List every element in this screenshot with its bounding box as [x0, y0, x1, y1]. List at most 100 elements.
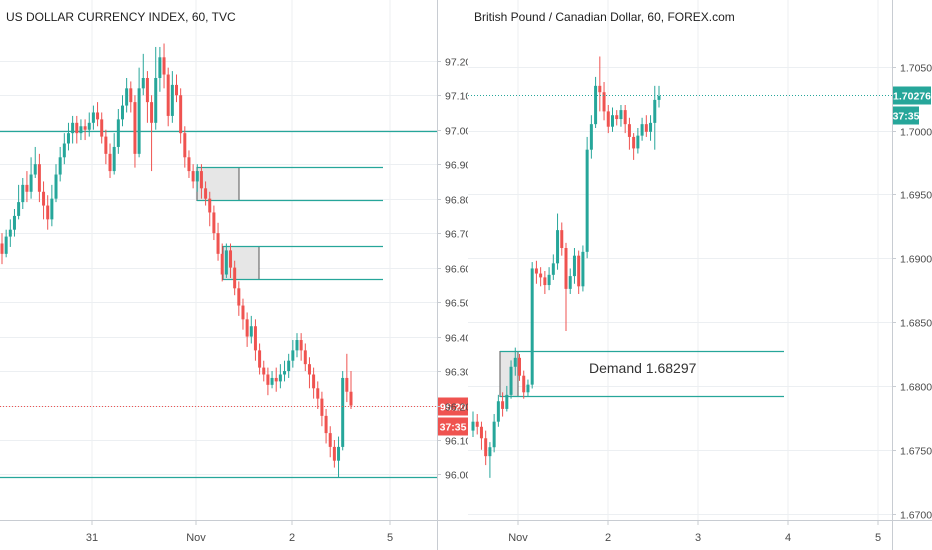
- candle[interactable]: [644, 115, 648, 137]
- candle[interactable]: [632, 133, 636, 160]
- candle[interactable]: [8, 219, 12, 247]
- candle[interactable]: [623, 105, 627, 134]
- candle[interactable]: [602, 82, 606, 121]
- candle[interactable]: [46, 195, 50, 230]
- candle[interactable]: [653, 85, 657, 150]
- candle[interactable]: [572, 248, 576, 284]
- candle[interactable]: [307, 357, 311, 389]
- candle[interactable]: [12, 209, 16, 237]
- candle[interactable]: [328, 426, 332, 458]
- candle[interactable]: [484, 430, 488, 466]
- candle[interactable]: [522, 370, 526, 399]
- candle[interactable]: [649, 115, 653, 141]
- candle[interactable]: [17, 184, 21, 220]
- candle[interactable]: [636, 127, 640, 154]
- candle[interactable]: [37, 153, 41, 203]
- candle[interactable]: [509, 360, 513, 399]
- candle[interactable]: [556, 213, 560, 270]
- candle[interactable]: [332, 440, 336, 468]
- candle[interactable]: [116, 109, 120, 154]
- candle[interactable]: [79, 119, 83, 141]
- candle[interactable]: [253, 319, 257, 361]
- candle[interactable]: [237, 281, 241, 316]
- candle[interactable]: [543, 271, 547, 294]
- candle[interactable]: [75, 115, 79, 144]
- candle[interactable]: [62, 133, 66, 165]
- zone-box[interactable]: [196, 167, 240, 201]
- candle[interactable]: [183, 126, 187, 168]
- zone-box[interactable]: [222, 246, 260, 280]
- candle[interactable]: [154, 46, 158, 130]
- candle[interactable]: [564, 242, 568, 332]
- candles[interactable]: [0, 43, 353, 478]
- candle[interactable]: [58, 146, 62, 182]
- candle[interactable]: [270, 371, 274, 389]
- candle[interactable]: [534, 260, 538, 284]
- candle[interactable]: [29, 157, 33, 199]
- candle[interactable]: [585, 136, 589, 259]
- candle[interactable]: [337, 436, 341, 478]
- candle[interactable]: [100, 112, 104, 144]
- candle[interactable]: [104, 129, 108, 165]
- candle[interactable]: [83, 119, 87, 141]
- candle[interactable]: [96, 102, 100, 127]
- candle[interactable]: [229, 243, 233, 278]
- candle[interactable]: [299, 333, 303, 361]
- candle[interactable]: [551, 254, 555, 280]
- candle[interactable]: [50, 184, 54, 227]
- candle[interactable]: [108, 143, 112, 178]
- candle[interactable]: [619, 105, 623, 127]
- candle[interactable]: [278, 364, 282, 389]
- candle[interactable]: [560, 222, 564, 256]
- candle[interactable]: [492, 414, 496, 453]
- candle[interactable]: [0, 233, 4, 265]
- candle[interactable]: [513, 347, 517, 376]
- candle[interactable]: [87, 112, 91, 137]
- candle[interactable]: [291, 340, 295, 368]
- candle[interactable]: [657, 85, 661, 108]
- candle[interactable]: [316, 381, 320, 409]
- candle[interactable]: [530, 262, 534, 389]
- gbpcad-chart-panel[interactable]: 1.70276 37:35 1.70500 1.70000 1.69500 1.6900…: [468, 0, 932, 550]
- candle[interactable]: [283, 360, 287, 382]
- candle[interactable]: [245, 312, 249, 347]
- candle[interactable]: [137, 67, 141, 158]
- candle[interactable]: [349, 371, 353, 409]
- candle[interactable]: [42, 181, 46, 220]
- candle[interactable]: [287, 353, 291, 378]
- candle[interactable]: [150, 95, 154, 172]
- candle[interactable]: [345, 353, 349, 403]
- candle[interactable]: [220, 243, 224, 282]
- candle[interactable]: [4, 229, 8, 258]
- candle[interactable]: [266, 367, 270, 396]
- candle[interactable]: [262, 360, 266, 382]
- candle[interactable]: [54, 164, 58, 203]
- candle[interactable]: [66, 122, 70, 151]
- candle[interactable]: [581, 245, 585, 292]
- candle[interactable]: [166, 67, 170, 127]
- candle[interactable]: [216, 222, 220, 261]
- candle[interactable]: [241, 298, 245, 330]
- candle[interactable]: [145, 71, 149, 123]
- candle[interactable]: [170, 71, 174, 123]
- candle[interactable]: [199, 164, 203, 199]
- candle[interactable]: [615, 110, 619, 126]
- candle[interactable]: [598, 56, 602, 112]
- candle[interactable]: [233, 260, 237, 296]
- candle[interactable]: [195, 164, 199, 192]
- candle[interactable]: [627, 117, 631, 150]
- candle[interactable]: [471, 411, 475, 437]
- gbpcad-chart[interactable]: 1.70276 37:35 1.70500 1.70000 1.69500 1.6900…: [468, 0, 932, 550]
- candle[interactable]: [258, 343, 262, 375]
- candle[interactable]: [175, 74, 178, 103]
- candle[interactable]: [589, 115, 593, 159]
- candles[interactable]: [471, 56, 661, 478]
- candle[interactable]: [539, 267, 543, 287]
- candle[interactable]: [295, 333, 299, 358]
- candle[interactable]: [312, 367, 316, 399]
- candle[interactable]: [526, 379, 530, 397]
- candle[interactable]: [120, 95, 124, 127]
- candle[interactable]: [33, 146, 37, 178]
- candle[interactable]: [611, 107, 614, 132]
- candle[interactable]: [191, 164, 195, 189]
